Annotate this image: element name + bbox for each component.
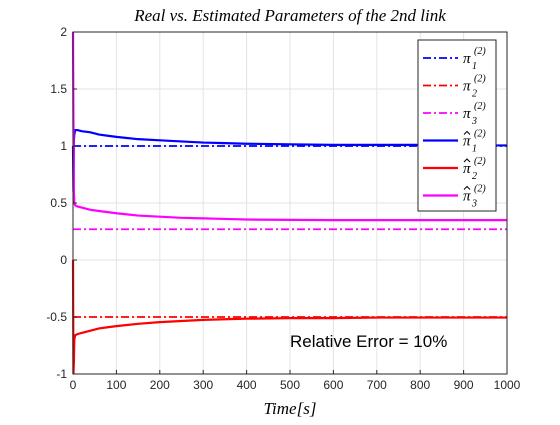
x-tick-label: 100 (106, 378, 126, 392)
legend-label-4: π (2) 1 (463, 129, 486, 155)
y-tick-label: 1.5 (50, 82, 67, 96)
ticks: 0 100 200 300 400 500 600 700 800 900 1000 -1 -0.5 0 0… (46, 25, 520, 392)
y-tick-label: 0 (60, 253, 67, 267)
y-tick-label: 0.5 (50, 196, 67, 210)
legend-label-3: π (2) 3 (463, 101, 486, 127)
legend-box (417, 39, 497, 212)
x-tick-label: 0 (70, 378, 77, 392)
relative-error-annotation: Relative Error = 10% (290, 332, 447, 351)
legend-label-5: π (2) 2 (463, 156, 486, 182)
legend-hat-6 (463, 185, 471, 190)
x-tick-label: 300 (193, 378, 213, 392)
x-tick-label: 900 (454, 378, 474, 392)
x-tick-label: 400 (237, 378, 257, 392)
series-line-4 (71, 128, 507, 192)
legend-label-1: π (2) 1 (463, 46, 486, 72)
y-tick-label: -0.5 (46, 310, 67, 324)
legend-hat-5 (463, 158, 471, 163)
legend-label-6: π (2) 3 (463, 184, 486, 210)
y-tick-label: 2 (60, 25, 67, 39)
legend-label-2: π (2) 2 (463, 74, 486, 100)
x-tick-label: 500 (280, 378, 300, 392)
y-tick-label: 1 (60, 139, 67, 153)
x-tick-label: 800 (410, 378, 430, 392)
x-tick-label: 700 (367, 378, 387, 392)
x-axis-label: Time[s] (264, 399, 317, 418)
legend: π (2) 1π (2) 2π (2) 3π (2) 1π (2) 2π (2) 3 (417, 39, 497, 212)
series-line-6 (71, 31, 507, 222)
series-layer (71, 31, 507, 375)
y-tick-label: -1 (56, 367, 67, 381)
chart-title: Real vs. Estimated Parameters of the 2nd… (133, 6, 446, 25)
legend-hat-4 (463, 130, 471, 135)
x-tick-label: 200 (150, 378, 170, 392)
series-line-5 (71, 259, 507, 375)
x-tick-label: 1000 (494, 378, 521, 392)
x-tick-label: 600 (323, 378, 343, 392)
